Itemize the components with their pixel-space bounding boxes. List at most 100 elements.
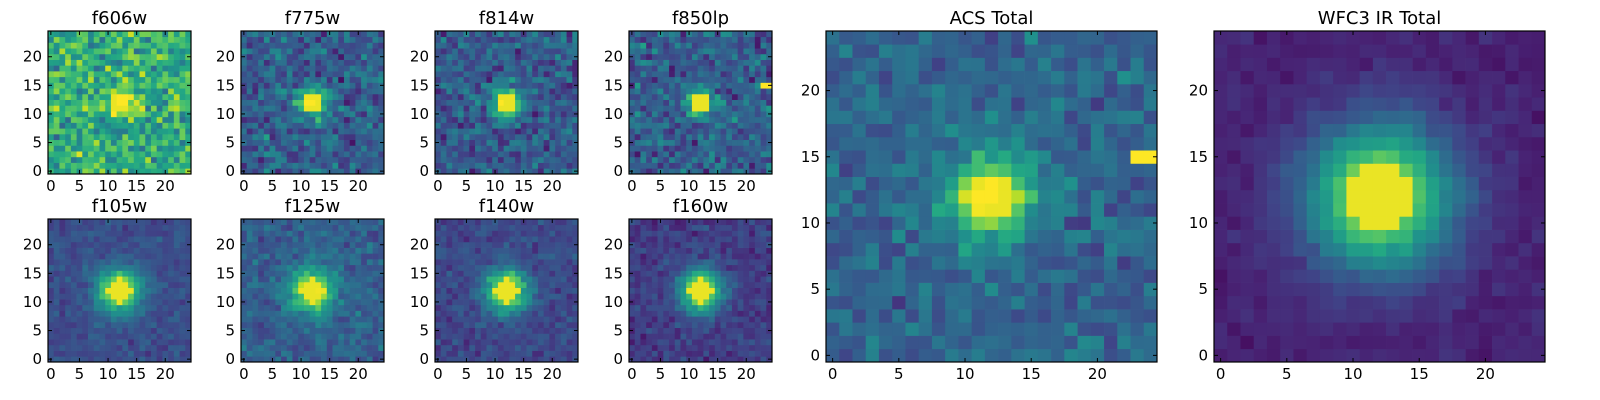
pixel-cell bbox=[366, 122, 373, 129]
pixel-cell bbox=[509, 151, 516, 158]
pixel-cell bbox=[537, 281, 545, 288]
pixel-cell bbox=[572, 156, 579, 163]
pixel-cell bbox=[457, 350, 464, 357]
pixel-cell bbox=[446, 105, 453, 112]
pixel-cell bbox=[269, 133, 276, 141]
pixel-cell bbox=[737, 310, 744, 317]
pixel-cell bbox=[657, 65, 664, 72]
pixel-cell bbox=[292, 162, 299, 169]
pixel-cell bbox=[743, 122, 750, 129]
pixel-cell bbox=[122, 304, 129, 311]
pixel-cell bbox=[703, 356, 710, 363]
pixel-cell bbox=[139, 299, 146, 306]
pixel-cell bbox=[361, 321, 368, 329]
pixel-cell bbox=[110, 31, 117, 38]
pixel-cell bbox=[703, 116, 710, 123]
pixel-cell bbox=[446, 316, 453, 323]
pixel-cell bbox=[70, 53, 77, 60]
pixel-cell bbox=[657, 293, 664, 300]
pixel-cell bbox=[349, 105, 356, 112]
pixel-cell bbox=[657, 287, 664, 294]
pixel-cell bbox=[549, 344, 556, 351]
pixel-cell bbox=[275, 224, 282, 231]
pixel-cell bbox=[88, 333, 95, 340]
x-tick-label: 15 bbox=[514, 177, 533, 195]
pixel-cell bbox=[372, 287, 379, 294]
pixel-cell bbox=[463, 111, 470, 118]
pixel-cell bbox=[110, 42, 117, 49]
pixel-cell bbox=[105, 105, 112, 112]
pixel-cell bbox=[133, 99, 140, 106]
pixel-cell bbox=[252, 53, 259, 60]
pixel-cell bbox=[355, 339, 362, 346]
pixel-cell bbox=[349, 304, 356, 311]
pixel-cell bbox=[275, 105, 282, 112]
pixel-cell bbox=[252, 241, 259, 248]
pixel-cell bbox=[475, 122, 482, 129]
pixel-cell bbox=[720, 299, 727, 306]
pixel-cell bbox=[543, 344, 550, 351]
pixel-cell bbox=[492, 344, 499, 351]
pixel-cell bbox=[99, 122, 106, 129]
pixel-cell bbox=[709, 344, 716, 351]
pixel-cell bbox=[258, 299, 265, 306]
y-tick-label: 15 bbox=[410, 76, 429, 94]
pixel-cell bbox=[105, 339, 112, 346]
pixel-cell bbox=[122, 356, 129, 363]
pixel-cell bbox=[53, 219, 60, 226]
pixel-cell bbox=[48, 264, 55, 271]
pixel-cell bbox=[139, 59, 146, 66]
pixel-cell bbox=[303, 82, 310, 89]
pixel-cell bbox=[560, 105, 567, 112]
pixel-cell bbox=[457, 145, 464, 152]
pixel-cell bbox=[372, 327, 379, 334]
pixel-cell bbox=[560, 287, 567, 294]
pixel-cell bbox=[246, 31, 253, 38]
pixel-cell bbox=[572, 128, 579, 135]
pixel-cell bbox=[657, 350, 664, 357]
pixel-cell bbox=[298, 162, 305, 169]
pixel-cell bbox=[173, 105, 180, 112]
pixel-cell bbox=[526, 139, 533, 146]
pixel-cell bbox=[315, 316, 322, 323]
pixel-cell bbox=[185, 65, 192, 72]
pixel-cell bbox=[99, 31, 106, 38]
pixel-cell bbox=[532, 339, 539, 346]
pixel-cell bbox=[503, 105, 510, 112]
pixel-cell bbox=[440, 259, 447, 266]
pixel-cell bbox=[766, 122, 773, 129]
pixel-cell bbox=[720, 327, 727, 334]
pixel-cell bbox=[173, 316, 180, 323]
pixel-cell bbox=[246, 219, 253, 226]
pixel-cell bbox=[281, 327, 288, 334]
pixel-cell bbox=[298, 316, 305, 323]
pixel-cell bbox=[110, 287, 117, 294]
pixel-cell bbox=[88, 82, 95, 89]
pixel-cell bbox=[634, 310, 641, 317]
pixel-cell bbox=[82, 270, 89, 277]
pixel-cell bbox=[537, 304, 545, 311]
pixel-cell bbox=[258, 122, 265, 129]
pixel-cell bbox=[162, 299, 169, 306]
pixel-cell bbox=[691, 151, 698, 158]
pixel-cell bbox=[185, 128, 192, 135]
y-tick-label: 0 bbox=[419, 162, 429, 180]
pixel-cell bbox=[321, 310, 328, 317]
pixel-cell bbox=[669, 168, 676, 175]
pixel-cell bbox=[93, 162, 100, 169]
pixel-cell bbox=[766, 48, 773, 55]
pixel-cell bbox=[497, 122, 504, 129]
pixel-cell bbox=[549, 93, 556, 100]
pixel-cell bbox=[709, 145, 716, 152]
pixel-cell bbox=[309, 264, 316, 271]
pixel-cell bbox=[150, 162, 158, 169]
pixel-cell bbox=[469, 156, 476, 163]
pixel-cell bbox=[343, 316, 351, 323]
pixel-cell bbox=[515, 48, 522, 55]
pixel-cell bbox=[629, 151, 636, 158]
pixel-cell bbox=[150, 145, 158, 152]
pixel-cell bbox=[663, 128, 670, 135]
pixel-cell bbox=[754, 105, 761, 112]
pixel-cell bbox=[475, 53, 482, 60]
